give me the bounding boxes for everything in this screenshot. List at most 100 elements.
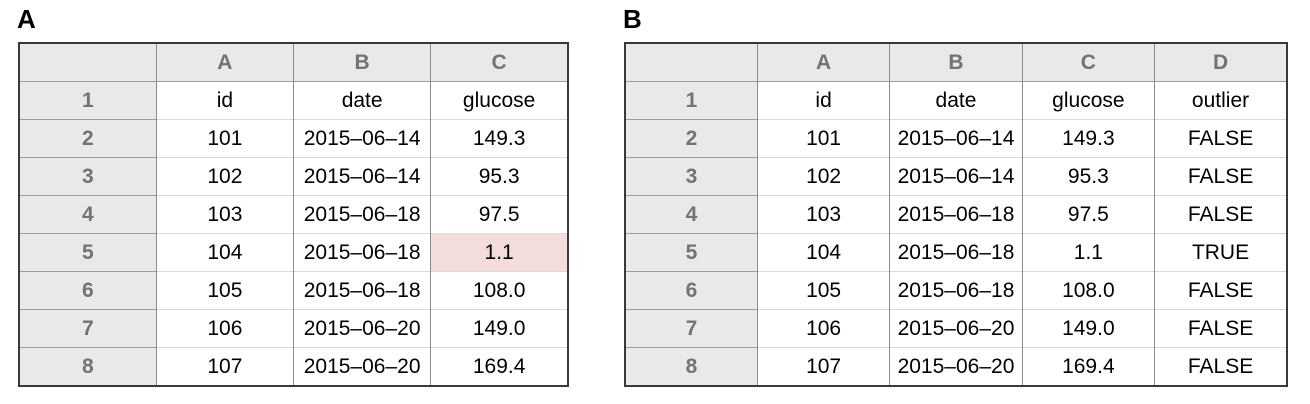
column-header-C[interactable]: C bbox=[1021, 43, 1155, 82]
cell-A5[interactable]: 104 bbox=[756, 233, 890, 272]
table-row-2: 2 101 2015–06–14 149.3 FALSE bbox=[625, 119, 1287, 158]
row-header-2[interactable]: 2 bbox=[625, 119, 758, 158]
cell-C1[interactable]: glucose bbox=[430, 81, 568, 120]
cell-D3[interactable]: FALSE bbox=[1154, 157, 1287, 196]
cell-C7[interactable]: 149.0 bbox=[430, 309, 568, 348]
cell-C2[interactable]: 149.3 bbox=[1021, 119, 1155, 158]
row-header-3[interactable]: 3 bbox=[19, 157, 157, 196]
cell-A2[interactable]: 101 bbox=[155, 119, 294, 158]
column-header-C[interactable]: C bbox=[430, 43, 568, 82]
cell-C7[interactable]: 149.0 bbox=[1021, 309, 1155, 348]
cell-B4[interactable]: 2015–06–18 bbox=[889, 195, 1023, 234]
row-header-6[interactable]: 6 bbox=[19, 271, 157, 310]
table-row-3: 3 102 2015–06–14 95.3 bbox=[19, 157, 568, 196]
cell-B1[interactable]: date bbox=[889, 81, 1023, 120]
row-header-7[interactable]: 7 bbox=[19, 309, 157, 348]
cell-B6[interactable]: 2015–06–18 bbox=[889, 271, 1023, 310]
row-header-6[interactable]: 6 bbox=[625, 271, 758, 310]
row-header-4[interactable]: 4 bbox=[19, 195, 157, 234]
table-row-6: 6 105 2015–06–18 108.0 bbox=[19, 271, 568, 310]
table-row-5: 5 104 2015–06–18 1.1 TRUE bbox=[625, 233, 1287, 272]
cell-C6[interactable]: 108.0 bbox=[1021, 271, 1155, 310]
cell-B3[interactable]: 2015–06–14 bbox=[292, 157, 431, 196]
table-row-1: 1 id date glucose bbox=[19, 81, 568, 120]
cell-A6[interactable]: 105 bbox=[155, 271, 294, 310]
cell-C4[interactable]: 97.5 bbox=[1021, 195, 1155, 234]
cell-D1[interactable]: outlier bbox=[1154, 81, 1287, 120]
cell-C1[interactable]: glucose bbox=[1021, 81, 1155, 120]
row-header-3[interactable]: 3 bbox=[625, 157, 758, 196]
panel-a-label: A bbox=[17, 3, 36, 34]
cell-B5[interactable]: 2015–06–18 bbox=[889, 233, 1023, 272]
cell-B1[interactable]: date bbox=[292, 81, 431, 120]
cell-C3[interactable]: 95.3 bbox=[430, 157, 568, 196]
cell-A4[interactable]: 103 bbox=[155, 195, 294, 234]
row-header-1[interactable]: 1 bbox=[19, 81, 157, 120]
spreadsheet-table-a: A B C 1 id date glucose 2 101 2015–06–14 149.3 3 102… bbox=[18, 42, 569, 387]
cell-D7[interactable]: FALSE bbox=[1154, 309, 1287, 348]
row-header-5[interactable]: 5 bbox=[19, 233, 157, 272]
cell-B3[interactable]: 2015–06–14 bbox=[889, 157, 1023, 196]
cell-B5[interactable]: 2015–06–18 bbox=[292, 233, 431, 272]
cell-B6[interactable]: 2015–06–18 bbox=[292, 271, 431, 310]
cell-A3[interactable]: 102 bbox=[155, 157, 294, 196]
cell-C8[interactable]: 169.4 bbox=[430, 347, 568, 386]
cell-B2[interactable]: 2015–06–14 bbox=[292, 119, 431, 158]
column-header-A[interactable]: A bbox=[756, 43, 890, 82]
column-header-D[interactable]: D bbox=[1154, 43, 1287, 82]
cell-A6[interactable]: 105 bbox=[756, 271, 890, 310]
table-row-6: 6 105 2015–06–18 108.0 FALSE bbox=[625, 271, 1287, 310]
cell-C5[interactable]: 1.1 bbox=[1021, 233, 1155, 272]
row-header-7[interactable]: 7 bbox=[625, 309, 758, 348]
cell-A7[interactable]: 106 bbox=[155, 309, 294, 348]
column-header-B[interactable]: B bbox=[889, 43, 1023, 82]
cell-C3[interactable]: 95.3 bbox=[1021, 157, 1155, 196]
column-header-A[interactable]: A bbox=[155, 43, 294, 82]
cell-A2[interactable]: 101 bbox=[756, 119, 890, 158]
cell-A5[interactable]: 104 bbox=[155, 233, 294, 272]
column-header-B[interactable]: B bbox=[292, 43, 431, 82]
table-row-8: 8 107 2015–06–20 169.4 bbox=[19, 347, 568, 386]
row-header-8[interactable]: 8 bbox=[625, 347, 758, 386]
cell-C4[interactable]: 97.5 bbox=[430, 195, 568, 234]
cell-B8[interactable]: 2015–06–20 bbox=[889, 347, 1023, 386]
cell-D2[interactable]: FALSE bbox=[1154, 119, 1287, 158]
row-header-5[interactable]: 5 bbox=[625, 233, 758, 272]
corner-cell[interactable] bbox=[19, 43, 157, 82]
table-row-2: 2 101 2015–06–14 149.3 bbox=[19, 119, 568, 158]
cell-B7[interactable]: 2015–06–20 bbox=[292, 309, 431, 348]
row-header-8[interactable]: 8 bbox=[19, 347, 157, 386]
table-row-4: 4 103 2015–06–18 97.5 FALSE bbox=[625, 195, 1287, 234]
cell-C8[interactable]: 169.4 bbox=[1021, 347, 1155, 386]
table-row-3: 3 102 2015–06–14 95.3 FALSE bbox=[625, 157, 1287, 196]
cell-D8[interactable]: FALSE bbox=[1154, 347, 1287, 386]
row-header-2[interactable]: 2 bbox=[19, 119, 157, 158]
row-header-1[interactable]: 1 bbox=[625, 81, 758, 120]
cell-C6[interactable]: 108.0 bbox=[430, 271, 568, 310]
cell-D5[interactable]: TRUE bbox=[1154, 233, 1287, 272]
cell-A8[interactable]: 107 bbox=[756, 347, 890, 386]
table-row-1: 1 id date glucose outlier bbox=[625, 81, 1287, 120]
panel-b-label: B bbox=[623, 3, 642, 34]
cell-B2[interactable]: 2015–06–14 bbox=[889, 119, 1023, 158]
cell-C2[interactable]: 149.3 bbox=[430, 119, 568, 158]
cell-A3[interactable]: 102 bbox=[756, 157, 890, 196]
cell-C5[interactable]: 1.1 bbox=[430, 233, 568, 272]
cell-A4[interactable]: 103 bbox=[756, 195, 890, 234]
corner-cell[interactable] bbox=[625, 43, 758, 82]
cell-A1[interactable]: id bbox=[756, 81, 890, 120]
spreadsheet-table-b: A B C D 1 id date glucose outlier 2 101 2015–06–14 1… bbox=[624, 42, 1288, 387]
table-row-5: 5 104 2015–06–18 1.1 bbox=[19, 233, 568, 272]
table-row-8: 8 107 2015–06–20 169.4 FALSE bbox=[625, 347, 1287, 386]
cell-A1[interactable]: id bbox=[155, 81, 294, 120]
cell-B7[interactable]: 2015–06–20 bbox=[889, 309, 1023, 348]
cell-D6[interactable]: FALSE bbox=[1154, 271, 1287, 310]
cell-B4[interactable]: 2015–06–18 bbox=[292, 195, 431, 234]
row-header-4[interactable]: 4 bbox=[625, 195, 758, 234]
cell-B8[interactable]: 2015–06–20 bbox=[292, 347, 431, 386]
cell-A8[interactable]: 107 bbox=[155, 347, 294, 386]
cell-D4[interactable]: FALSE bbox=[1154, 195, 1287, 234]
cell-A7[interactable]: 106 bbox=[756, 309, 890, 348]
